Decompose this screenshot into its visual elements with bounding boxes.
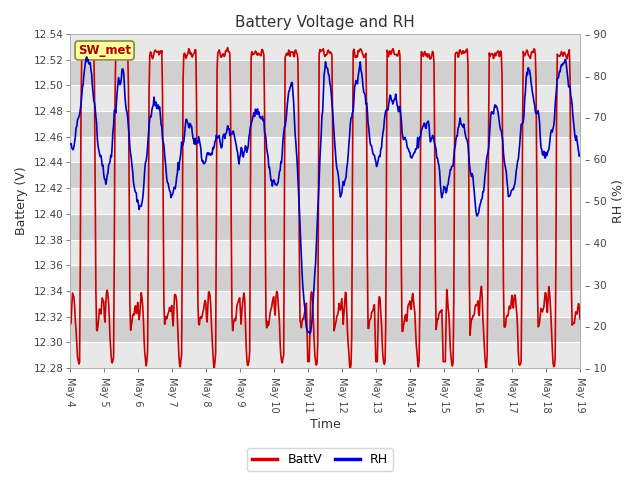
Bar <box>70 342 580 368</box>
Bar <box>70 240 580 265</box>
Text: SW_met: SW_met <box>78 44 131 57</box>
Bar <box>70 188 580 214</box>
Bar <box>70 162 580 188</box>
Title: Battery Voltage and RH: Battery Voltage and RH <box>236 15 415 30</box>
Bar <box>70 137 580 162</box>
Bar <box>70 291 580 317</box>
Bar <box>70 317 580 342</box>
Bar <box>70 34 580 60</box>
Legend: BattV, RH: BattV, RH <box>248 448 392 471</box>
Y-axis label: Battery (V): Battery (V) <box>15 167 28 235</box>
Bar <box>70 60 580 85</box>
Y-axis label: RH (%): RH (%) <box>612 179 625 223</box>
Bar <box>70 111 580 137</box>
Bar <box>70 214 580 240</box>
Bar <box>70 85 580 111</box>
X-axis label: Time: Time <box>310 419 340 432</box>
Bar <box>70 265 580 291</box>
